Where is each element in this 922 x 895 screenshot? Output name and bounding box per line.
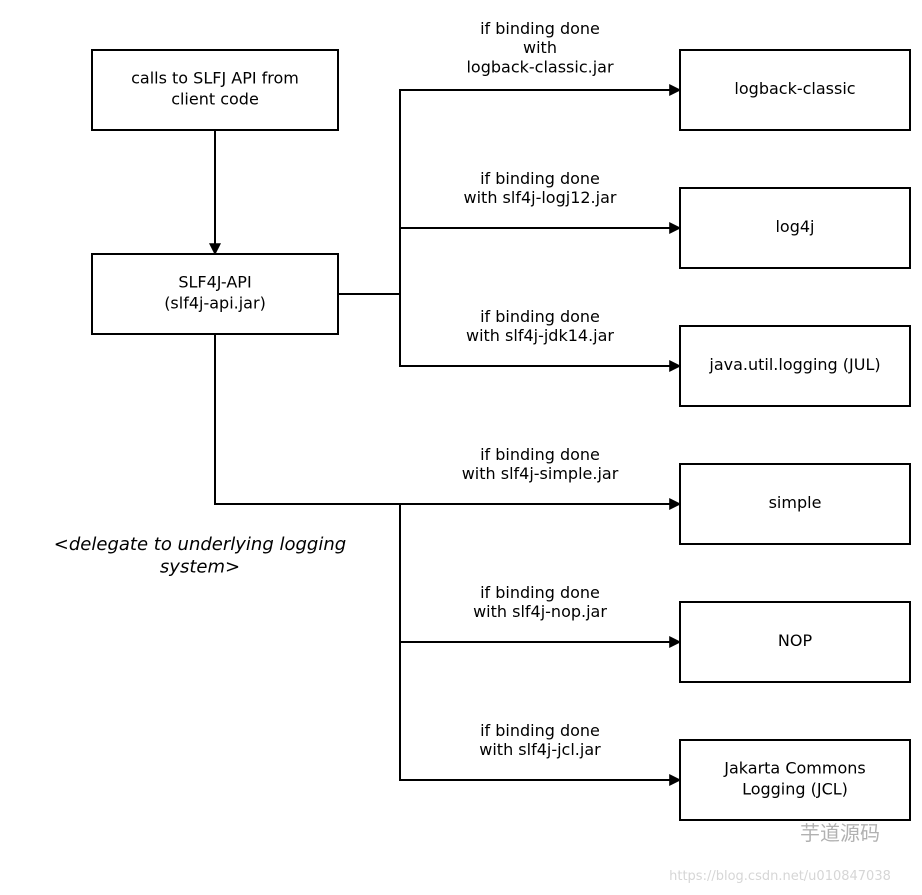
node-label-log4j: log4j (775, 217, 814, 236)
caption: <delegate to underlying loggingsystem> (54, 534, 346, 578)
edge-label-log4j: if binding donewith slf4j-logj12.jar (464, 169, 617, 207)
edge-label-jcl: if binding donewith slf4j-jcl.jar (479, 721, 601, 759)
slf4j-diagram: if binding donewithlogback-classic.jar if… (0, 0, 922, 895)
edge-nop (400, 504, 680, 642)
edge-label-logback: if binding donewithlogback-classic.jar (466, 19, 613, 76)
node-label-jcl: Jakarta CommonsLogging (JCL) (723, 759, 865, 799)
node-label-jul: java.util.logging (JUL) (708, 355, 880, 374)
node-label-simple: simple (769, 493, 822, 512)
node-label-api: SLF4J-API(slf4j-api.jar) (164, 273, 266, 313)
edge-log4j (400, 228, 680, 294)
node-label-nop: NOP (778, 631, 813, 650)
node-label-logback: logback-classic (734, 79, 855, 98)
edge-jcl (400, 642, 680, 780)
watermark-brand: 芋道源码 (800, 821, 880, 845)
edge-label-simple: if binding donewith slf4j-simple.jar (462, 445, 619, 483)
edge-label-jul: if binding donewith slf4j-jdk14.jar (466, 307, 614, 345)
watermark-url: https://blog.csdn.net/u010847038 (669, 869, 891, 884)
edge-label-nop: if binding donewith slf4j-nop.jar (473, 583, 607, 621)
